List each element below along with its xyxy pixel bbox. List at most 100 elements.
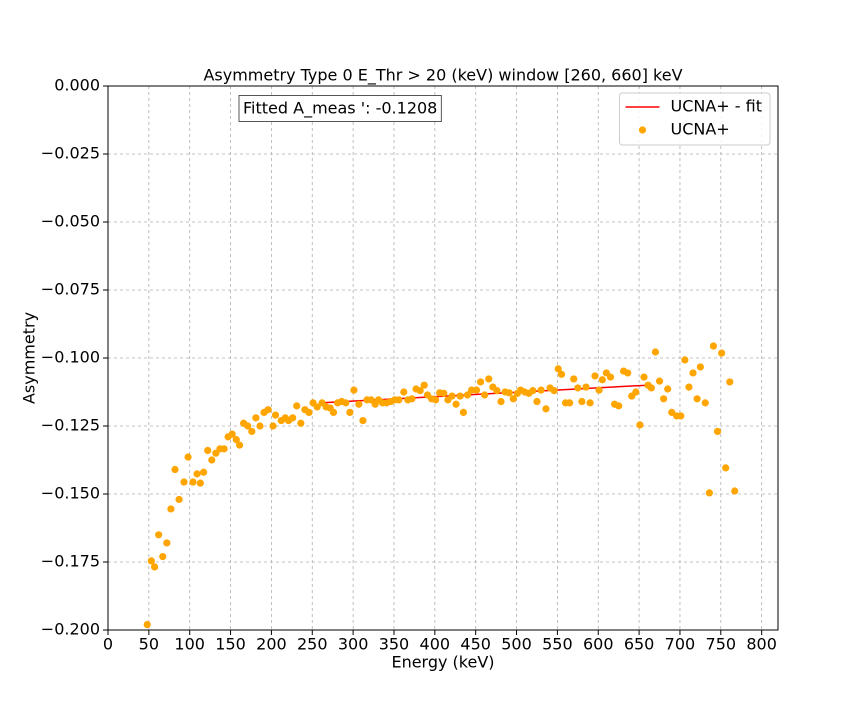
data-point (159, 552, 167, 561)
data-point (624, 369, 632, 377)
data-point (726, 378, 734, 386)
data-point (329, 408, 338, 416)
data-point (574, 384, 582, 392)
legend-swatch (638, 126, 647, 134)
legend: UCNA+ - fit UCNA+ (619, 92, 771, 146)
x-tick-label: 100 (174, 635, 205, 654)
data-point (350, 386, 358, 394)
y-axis-label: Asymmetry (20, 312, 39, 404)
data-point (481, 391, 489, 399)
data-point (167, 505, 175, 513)
data-point (537, 386, 545, 394)
y-tick-label: −0.075 (41, 280, 100, 299)
data-point (647, 384, 655, 392)
data-point (529, 387, 537, 395)
data-point (542, 405, 550, 413)
data-point (248, 427, 256, 436)
x-tick-label: 0 (103, 635, 113, 654)
data-point (155, 531, 163, 539)
data-point (533, 397, 541, 406)
data-point (689, 369, 697, 377)
annotation: Fitted A_meas ': -0.1208 (243, 99, 437, 119)
x-tick-label: 600 (583, 635, 614, 654)
data-point (400, 388, 408, 396)
data-point (204, 446, 212, 455)
data-point (432, 396, 440, 404)
data-point (184, 453, 192, 461)
data-point (180, 478, 188, 486)
data-point (208, 456, 216, 464)
y-tick-label: 0.000 (54, 76, 100, 95)
data-point (252, 414, 260, 422)
data-point (175, 495, 183, 504)
data-point (640, 373, 648, 381)
data-point (493, 387, 501, 395)
data-point (305, 408, 313, 416)
data-point (685, 383, 693, 391)
x-tick-label: 750 (706, 635, 737, 654)
y-tick-label: −0.200 (41, 620, 100, 639)
data-point (570, 375, 578, 383)
data-point (440, 389, 448, 397)
data-point (420, 381, 428, 389)
data-point (701, 399, 709, 407)
data-point (722, 464, 730, 472)
data-point (636, 421, 644, 429)
x-tick-label: 800 (746, 635, 777, 654)
data-point (472, 386, 481, 394)
x-tick-label: 350 (379, 635, 410, 654)
data-point (256, 422, 264, 430)
data-point (677, 412, 685, 420)
x-tick-label: 50 (139, 635, 159, 654)
data-point (163, 539, 171, 547)
data-point (289, 414, 297, 422)
data-point (615, 402, 623, 410)
data-point (189, 478, 197, 486)
data-point (232, 436, 240, 444)
legend-label: UCNA+ - fit (671, 97, 763, 116)
data-point (497, 397, 505, 406)
data-point (591, 372, 599, 380)
y-tick-label: −0.175 (41, 552, 100, 571)
y-tick-label: −0.125 (41, 416, 100, 435)
data-point (342, 399, 350, 407)
data-point (269, 422, 277, 430)
data-point (651, 348, 660, 356)
data-point (578, 397, 586, 406)
data-point (235, 441, 244, 449)
x-axis-label: Energy (keV) (391, 653, 494, 672)
data-point (346, 408, 354, 416)
data-point (718, 349, 726, 357)
data-point (557, 370, 566, 378)
data-point (582, 383, 590, 391)
data-point (693, 395, 701, 403)
data-point (313, 403, 321, 411)
data-point (359, 416, 367, 425)
data-point (355, 400, 363, 408)
plot-frame (107, 85, 779, 631)
data-point (459, 408, 468, 416)
data-point (595, 386, 603, 394)
y-tick-label: −0.100 (41, 348, 100, 367)
y-tick-label: −0.025 (41, 144, 100, 163)
data-point (696, 363, 704, 371)
data-point (554, 365, 562, 373)
legend-label: UCNA+ (671, 120, 730, 139)
data-point (731, 487, 739, 495)
data-point (448, 392, 456, 400)
x-tick-label: 200 (256, 635, 287, 654)
data-point (297, 419, 305, 427)
data-point (586, 399, 594, 407)
data-point (199, 468, 208, 476)
data-point (632, 388, 640, 396)
chart-title: Asymmetry Type 0 E_Thr > 20 (keV) window… (203, 66, 682, 86)
data-point (664, 385, 672, 393)
data-point (271, 411, 280, 419)
y-tick-label: −0.150 (41, 484, 100, 503)
data-point (550, 387, 558, 395)
x-tick-label: 500 (501, 635, 532, 654)
data-point (509, 395, 517, 403)
data-point (196, 479, 204, 487)
data-point (681, 356, 689, 364)
